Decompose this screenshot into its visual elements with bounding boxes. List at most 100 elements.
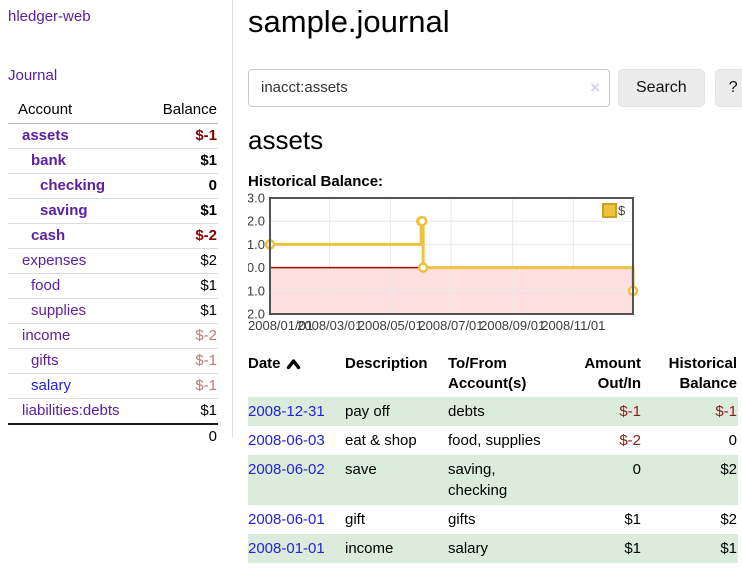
account-row: salary $-1 [8, 373, 218, 399]
help-button[interactable]: ? [714, 68, 742, 107]
transaction-balance: $1 [720, 540, 737, 558]
sidebar-account-food[interactable]: food [31, 277, 61, 294]
transaction-amount: $-1 [619, 403, 641, 421]
account-balance: $1 [148, 398, 218, 424]
transaction-accounts: salary [448, 540, 489, 558]
transaction-description: income [345, 540, 394, 558]
transaction-amount: $1 [624, 511, 641, 529]
total-row: 0 [8, 423, 218, 449]
accounts-column-header: To/From Account(s) [448, 354, 527, 392]
account-balance: $-2 [148, 223, 218, 249]
total-balance: 0 [148, 423, 218, 449]
chart-title: Historical Balance: [248, 172, 384, 190]
svg-text:2008/03/01: 2008/03/01 [297, 318, 362, 333]
transaction-date-link[interactable]: 2008-06-01 [248, 511, 325, 529]
account-balance: $-1 [195, 127, 217, 144]
register-table: Date Description To/From Account(s) Amou… [248, 351, 738, 564]
main-content: sample.journal × Search ? assets Histori… [243, 0, 742, 564]
account-balance: $1 [148, 198, 218, 224]
sort-ascending-icon [286, 359, 300, 370]
account-balance-table: Account Balance assets $-1 bank $1 check… [8, 99, 218, 449]
svg-text:2.0: 2.0 [248, 213, 265, 228]
account-row: liabilities:debts $1 [8, 398, 218, 424]
account-row: checking 0 [8, 173, 218, 199]
transaction-date-link[interactable]: 2008-01-01 [248, 540, 325, 558]
date-sort-header[interactable]: Date [248, 354, 301, 374]
account-row: cash $-2 [8, 223, 218, 249]
svg-text:3.0: 3.0 [248, 190, 265, 205]
transaction-balance: 0 [728, 432, 737, 450]
account-balance: 0 [148, 173, 218, 199]
balance-column-header: Historical Balance [668, 354, 737, 392]
account-row: assets $-1 [8, 124, 218, 149]
register-row: 2008-06-03 eat & shop food, supplies $-2… [248, 426, 738, 455]
register-row: 2008-12-31 pay off debts $-1 $-1 [248, 397, 738, 427]
register-row: 2008-01-01 income salary $1 $1 [248, 534, 738, 564]
account-column-header: Account [8, 99, 149, 124]
svg-text:-1.0: -1.0 [248, 283, 265, 298]
account-balance: $-2 [148, 323, 218, 349]
search-bar: × Search ? [248, 68, 742, 107]
sidebar-account-cash[interactable]: cash [31, 227, 66, 244]
historical-balance-chart[interactable]: $3.0 2.0 1.0 0.0 -1.0 -2.02008/01/012008/03/0… [243, 190, 648, 336]
balance-column-header: Balance [148, 99, 218, 124]
search-input[interactable] [248, 68, 610, 107]
svg-text:2008/05/01: 2008/05/01 [358, 318, 423, 333]
transaction-balance: $2 [720, 461, 737, 479]
sidebar-item-journal[interactable]: Journal [8, 67, 58, 84]
transaction-date-link[interactable]: 2008-06-03 [248, 432, 325, 450]
transaction-date-link[interactable]: 2008-12-31 [248, 403, 325, 421]
transaction-date-link[interactable]: 2008-06-02 [248, 461, 325, 479]
sidebar-account-gifts[interactable]: gifts [31, 352, 59, 369]
sidebar-account-expenses[interactable]: expenses [22, 252, 87, 269]
sidebar-account-bank[interactable]: bank [31, 152, 67, 169]
account-row: food $1 [8, 273, 218, 299]
transaction-description: eat & shop [345, 432, 417, 450]
transaction-amount: $-2 [619, 432, 641, 450]
transaction-amount: $1 [624, 540, 641, 558]
account-balance: $1 [148, 298, 218, 324]
svg-text:0.0: 0.0 [248, 260, 265, 275]
sidebar-account-checking[interactable]: checking [40, 177, 106, 194]
sidebar-account-income[interactable]: income [22, 327, 71, 344]
register-row: 2008-06-02 save saving, checking 0 $2 [248, 455, 738, 506]
sidebar-account-salary[interactable]: salary [31, 377, 72, 394]
transaction-balance: $-1 [715, 403, 737, 421]
account-row: bank $1 [8, 148, 218, 174]
description-column-header: Description [345, 354, 428, 372]
account-row: expenses $2 [8, 248, 218, 274]
account-row: saving $1 [8, 198, 218, 224]
search-button[interactable]: Search [618, 68, 705, 107]
account-row: supplies $1 [8, 298, 218, 324]
svg-text:2008/01/01: 2008/01/01 [248, 318, 313, 333]
transaction-accounts: debts [448, 403, 485, 421]
account-balance: $1 [148, 148, 218, 174]
sidebar-account-saving[interactable]: saving [40, 202, 88, 219]
clear-search-icon[interactable]: × [590, 77, 600, 97]
svg-text:2008/09/01: 2008/09/01 [480, 318, 545, 333]
account-balance: $-1 [148, 348, 218, 374]
sidebar-account-liabilities-debts[interactable]: liabilities:debts [22, 402, 120, 419]
svg-text:-2.0: -2.0 [248, 306, 265, 321]
svg-text:1.0: 1.0 [248, 236, 265, 251]
transaction-accounts: saving, checking [448, 461, 508, 500]
svg-text:2008/07/01: 2008/07/01 [418, 318, 483, 333]
sidebar-account-supplies[interactable]: supplies [31, 302, 87, 319]
transaction-description: pay off [345, 403, 390, 421]
app-title-link[interactable]: hledger-web [8, 8, 91, 25]
account-row: gifts $-1 [8, 348, 218, 374]
page-title: sample.journal [248, 4, 450, 39]
sidebar: hledger-web Journal Account Balance asse… [0, 0, 233, 449]
account-balance: $1 [148, 273, 218, 299]
transaction-accounts: gifts [448, 511, 476, 529]
transaction-accounts: food, supplies [448, 432, 541, 450]
account-balance: $-1 [148, 373, 218, 399]
transaction-balance: $2 [720, 511, 737, 529]
legend-label: $ [618, 203, 626, 218]
legend-swatch [602, 202, 617, 218]
account-balance: $2 [148, 248, 218, 274]
register-row: 2008-06-01 gift gifts $1 $2 [248, 505, 738, 534]
transaction-description: save [345, 461, 377, 479]
account-heading: assets [248, 124, 324, 155]
sidebar-account-assets[interactable]: assets [22, 127, 69, 144]
